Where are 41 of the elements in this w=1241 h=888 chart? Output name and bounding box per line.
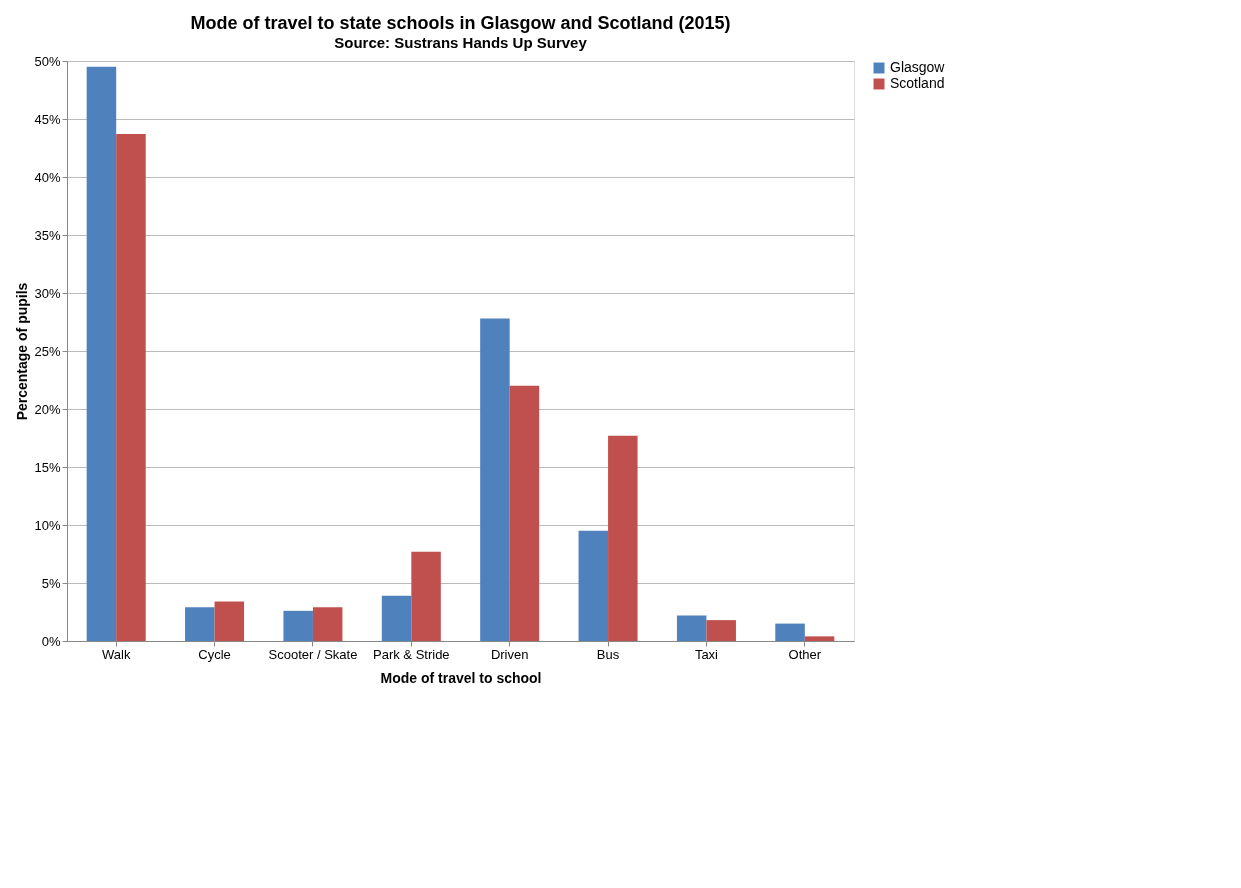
- bar: [283, 610, 313, 641]
- bar: [116, 134, 146, 641]
- y-tick-label: 40%: [34, 169, 61, 185]
- bar: [509, 385, 540, 641]
- legend-label: Glasgow: [890, 59, 946, 75]
- bar: [411, 551, 441, 641]
- x-tick-label: Park & Stride: [373, 646, 450, 662]
- x-tick-label: Bus: [596, 646, 620, 662]
- bar: [381, 595, 412, 641]
- chart-subtitle: Source: Sustrans Hands Up Survey: [334, 34, 588, 51]
- bar: [480, 318, 510, 641]
- x-tick-label: Cycle: [198, 646, 231, 662]
- y-tick-label: 25%: [34, 343, 61, 359]
- y-tick-label: 15%: [34, 459, 61, 475]
- y-tick-label: 30%: [34, 285, 61, 301]
- bar: [676, 615, 707, 641]
- bar: [608, 435, 638, 641]
- y-tick-label: 10%: [34, 517, 61, 533]
- y-tick-label: 0%: [41, 633, 61, 649]
- x-axis-title: Mode of travel to school: [380, 669, 542, 686]
- y-tick-label: 35%: [34, 227, 61, 243]
- bar: [578, 530, 609, 641]
- bar: [706, 620, 736, 641]
- x-tick-label: Scooter / Skate: [268, 646, 358, 662]
- y-axis-title: Percentage of pupils: [14, 282, 31, 421]
- x-tick-label: Driven: [490, 646, 529, 662]
- legend-label: Scotland: [890, 75, 945, 91]
- x-tick-label: Walk: [101, 646, 131, 662]
- x-tick-label: Taxi: [694, 646, 719, 662]
- bar: [775, 623, 805, 641]
- y-tick-label: 5%: [41, 575, 61, 591]
- bar: [185, 607, 215, 641]
- bar: [312, 607, 343, 641]
- bar: [86, 66, 117, 641]
- y-tick-label: 50%: [34, 53, 61, 69]
- y-tick-label: 45%: [34, 111, 61, 127]
- x-tick-label: Other: [788, 646, 822, 662]
- y-tick-label: 20%: [34, 401, 61, 417]
- bar: [214, 601, 245, 641]
- chart-title: Mode of travel to state schools in Glasgow and Scotland (2015): [190, 13, 731, 33]
- bar: [804, 636, 835, 641]
